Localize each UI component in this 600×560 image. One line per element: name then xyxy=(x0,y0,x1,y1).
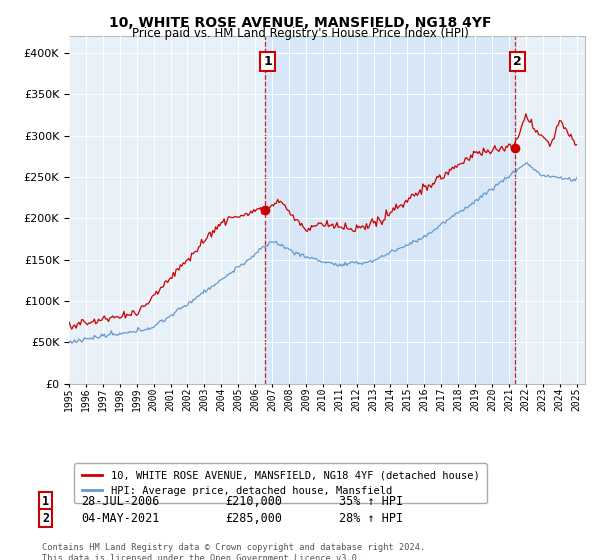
Legend: 10, WHITE ROSE AVENUE, MANSFIELD, NG18 4YF (detached house), HPI: Average price,: 10, WHITE ROSE AVENUE, MANSFIELD, NG18 4… xyxy=(74,464,487,503)
Text: 2: 2 xyxy=(42,511,49,525)
Text: Contains HM Land Registry data © Crown copyright and database right 2024.
This d: Contains HM Land Registry data © Crown c… xyxy=(42,543,425,560)
Text: £210,000: £210,000 xyxy=(225,494,282,508)
Text: 35% ↑ HPI: 35% ↑ HPI xyxy=(339,494,403,508)
Text: 1: 1 xyxy=(263,55,272,68)
Text: 2: 2 xyxy=(513,55,522,68)
Text: £285,000: £285,000 xyxy=(225,511,282,525)
Text: 10, WHITE ROSE AVENUE, MANSFIELD, NG18 4YF: 10, WHITE ROSE AVENUE, MANSFIELD, NG18 4… xyxy=(109,16,491,30)
Text: 28% ↑ HPI: 28% ↑ HPI xyxy=(339,511,403,525)
Bar xyxy=(265,36,515,384)
Text: 04-MAY-2021: 04-MAY-2021 xyxy=(81,511,160,525)
Text: 28-JUL-2006: 28-JUL-2006 xyxy=(81,494,160,508)
Text: Price paid vs. HM Land Registry's House Price Index (HPI): Price paid vs. HM Land Registry's House … xyxy=(131,27,469,40)
Text: 1: 1 xyxy=(42,494,49,508)
